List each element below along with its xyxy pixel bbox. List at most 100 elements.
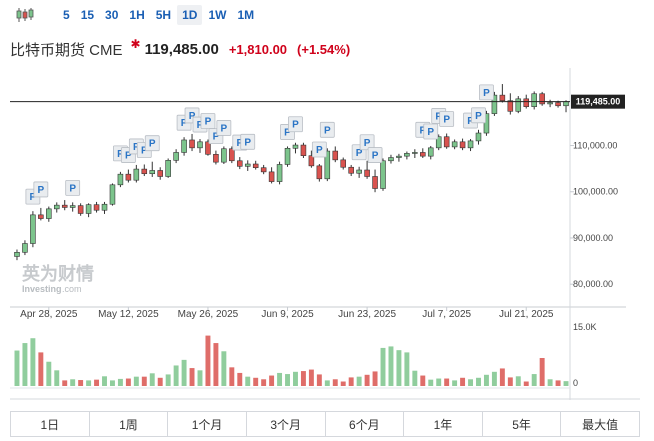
candle-down[interactable] bbox=[205, 141, 211, 155]
candle-up[interactable] bbox=[531, 93, 537, 107]
candle-up[interactable] bbox=[435, 136, 442, 149]
candle-up[interactable] bbox=[356, 169, 362, 174]
interval-5h[interactable]: 5H bbox=[155, 8, 172, 22]
candle-down[interactable] bbox=[332, 150, 339, 161]
candle-up[interactable] bbox=[30, 214, 36, 244]
interval-1m[interactable]: 1M bbox=[237, 8, 255, 22]
event-marker[interactable] bbox=[439, 111, 455, 127]
candle-up[interactable] bbox=[221, 148, 227, 163]
candle-down[interactable] bbox=[141, 168, 148, 175]
candle-up[interactable] bbox=[181, 139, 187, 153]
candle-up[interactable] bbox=[388, 157, 394, 162]
interval-15[interactable]: 15 bbox=[80, 8, 95, 22]
candle-down[interactable] bbox=[77, 205, 84, 214]
candle-down[interactable] bbox=[260, 167, 267, 173]
candle-down[interactable] bbox=[364, 169, 370, 177]
candle-up[interactable] bbox=[244, 163, 251, 167]
candle-down[interactable] bbox=[372, 176, 378, 189]
candle-down[interactable] bbox=[499, 94, 506, 101]
range-3m[interactable]: 3个月 bbox=[247, 412, 326, 436]
candle-up[interactable] bbox=[451, 141, 458, 148]
interval-30[interactable]: 30 bbox=[105, 8, 119, 22]
candle-up[interactable] bbox=[324, 150, 331, 180]
candle-down[interactable] bbox=[348, 166, 354, 174]
candle-down[interactable] bbox=[340, 159, 346, 168]
candle-up[interactable] bbox=[547, 102, 553, 105]
range-1m[interactable]: 1个月 bbox=[168, 412, 247, 436]
candle-up[interactable] bbox=[117, 173, 124, 186]
candle-down[interactable] bbox=[316, 165, 323, 180]
interval-1w[interactable]: 1W bbox=[208, 8, 227, 22]
candle-down[interactable] bbox=[308, 155, 315, 167]
event-marker[interactable] bbox=[359, 134, 375, 151]
candle-up[interactable] bbox=[173, 152, 179, 161]
price-chart[interactable]: 英为财情 Investing .com 110,000.00 100,000.00 90,… bbox=[0, 60, 654, 400]
candle-up[interactable] bbox=[165, 160, 171, 177]
candle-up[interactable] bbox=[467, 140, 474, 149]
candle-up[interactable] bbox=[284, 147, 291, 165]
candle-up[interactable] bbox=[475, 132, 482, 142]
candle-down[interactable] bbox=[523, 98, 530, 107]
candle-down[interactable] bbox=[38, 214, 44, 219]
candle-up[interactable] bbox=[85, 204, 92, 214]
event-marker[interactable] bbox=[33, 181, 49, 198]
candle-down[interactable] bbox=[443, 136, 450, 148]
candle-up[interactable] bbox=[14, 252, 20, 257]
candle-up[interactable] bbox=[109, 184, 116, 205]
candle-up[interactable] bbox=[427, 147, 434, 157]
candle-up[interactable] bbox=[412, 152, 418, 154]
candle-down[interactable] bbox=[189, 139, 195, 149]
candle-up[interactable] bbox=[483, 113, 490, 134]
candle-down[interactable] bbox=[229, 148, 235, 162]
range-5y[interactable]: 5年 bbox=[483, 412, 562, 436]
candle-up[interactable] bbox=[292, 144, 299, 149]
candle-up[interactable] bbox=[515, 98, 522, 112]
event-marker[interactable] bbox=[216, 120, 232, 136]
candle-up[interactable] bbox=[22, 243, 28, 253]
interval-1h[interactable]: 1H bbox=[129, 8, 145, 22]
candle-down[interactable] bbox=[459, 141, 466, 149]
candle-up[interactable] bbox=[563, 101, 569, 107]
interval-1d[interactable]: 1D bbox=[177, 5, 203, 25]
candle-down[interactable] bbox=[61, 204, 68, 208]
range-1d[interactable]: 1日 bbox=[11, 412, 90, 436]
candle-down[interactable] bbox=[507, 100, 514, 112]
candle-up[interactable] bbox=[69, 205, 76, 208]
event-marker[interactable] bbox=[240, 133, 256, 150]
candle-up[interactable] bbox=[491, 94, 498, 114]
candle-up[interactable] bbox=[101, 203, 108, 211]
candle-up[interactable] bbox=[380, 160, 386, 189]
candle-down[interactable] bbox=[555, 102, 561, 107]
candle-down[interactable] bbox=[268, 171, 275, 182]
candle-down[interactable] bbox=[157, 170, 163, 177]
candle-down[interactable] bbox=[539, 93, 545, 105]
candle-down[interactable] bbox=[93, 204, 100, 211]
candle-up[interactable] bbox=[133, 168, 140, 181]
event-marker[interactable] bbox=[144, 135, 160, 152]
event-marker[interactable] bbox=[471, 107, 486, 124]
event-marker[interactable] bbox=[319, 121, 335, 138]
candle-up[interactable] bbox=[404, 153, 410, 157]
range-1w[interactable]: 1周 bbox=[90, 412, 169, 436]
candle-up[interactable] bbox=[46, 208, 52, 219]
candle-down[interactable] bbox=[300, 144, 307, 156]
event-marker[interactable] bbox=[479, 84, 494, 101]
candle-up[interactable] bbox=[53, 204, 60, 210]
event-marker[interactable] bbox=[65, 179, 81, 196]
range-6m[interactable]: 6个月 bbox=[326, 412, 405, 436]
candle-up[interactable] bbox=[276, 164, 283, 182]
candle-down[interactable] bbox=[420, 152, 426, 157]
candle-up[interactable] bbox=[396, 155, 402, 158]
range-max[interactable]: 最大值 bbox=[582, 417, 619, 432]
candle-down[interactable] bbox=[237, 160, 243, 167]
event-marker[interactable] bbox=[367, 147, 383, 163]
event-marker[interactable] bbox=[200, 113, 216, 129]
candle-down[interactable] bbox=[125, 173, 132, 181]
candle-up[interactable] bbox=[149, 170, 156, 175]
candle-down[interactable] bbox=[252, 163, 259, 169]
event-marker[interactable] bbox=[288, 116, 303, 133]
candle-up[interactable] bbox=[197, 141, 203, 149]
candle-down[interactable] bbox=[213, 154, 219, 163]
event-marker[interactable] bbox=[311, 141, 327, 158]
